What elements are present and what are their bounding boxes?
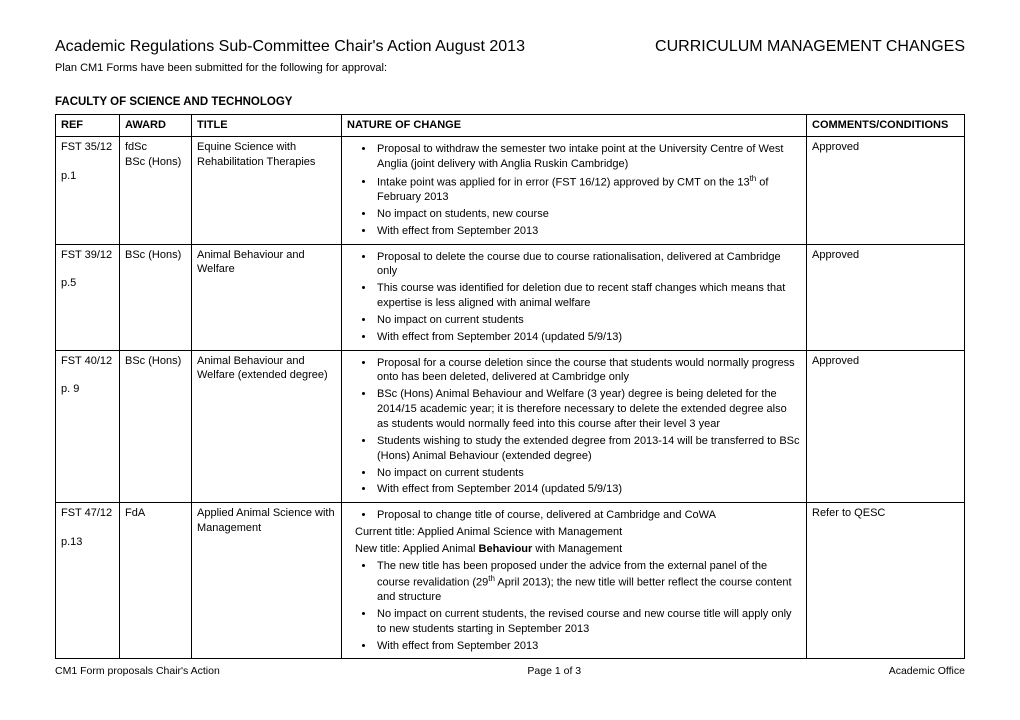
bullet-item: No impact on current students, the revis… <box>375 607 801 637</box>
bullet-item: BSc (Hons) Animal Behaviour and Welfare … <box>375 387 801 432</box>
cell-ref: FST 47/12p.13 <box>56 503 120 659</box>
cell-nature: Proposal for a course deletion since the… <box>342 350 807 503</box>
intro-text: Plan CM1 Forms have been submitted for t… <box>55 62 965 74</box>
plain-line: New title: Applied Animal Behaviour with… <box>355 542 801 557</box>
bullet-item: Proposal to change title of course, deli… <box>375 508 801 523</box>
col-award: AWARD <box>120 115 192 137</box>
bullet-item: No impact on students, new course <box>375 207 801 222</box>
bullet-item: Proposal for a course deletion since the… <box>375 356 801 386</box>
bullet-item: With effect from September 2014 (updated… <box>375 482 801 497</box>
page-title-left: Academic Regulations Sub-Committee Chair… <box>55 38 525 56</box>
cell-ref: FST 35/12p.1 <box>56 136 120 244</box>
cell-ref: FST 39/12p.5 <box>56 244 120 350</box>
cell-comments: Refer to QESC <box>807 503 965 659</box>
plain-line: Current title: Applied Animal Science wi… <box>355 525 801 540</box>
cell-award: BSc (Hons) <box>120 244 192 350</box>
table-row: FST 35/12p.1fdScBSc (Hons)Equine Science… <box>56 136 965 244</box>
col-comments: COMMENTS/CONDITIONS <box>807 115 965 137</box>
bullet-item: With effect from September 2013 <box>375 224 801 239</box>
bullet-item: Proposal to delete the course due to cou… <box>375 250 801 280</box>
bullet-item: Students wishing to study the extended d… <box>375 434 801 464</box>
footer-center: Page 1 of 3 <box>527 665 581 677</box>
cell-title: Animal Behaviour and Welfare (extended d… <box>192 350 342 503</box>
cell-title: Applied Animal Science with Management <box>192 503 342 659</box>
bullet-item: Intake point was applied for in error (F… <box>375 174 801 205</box>
bullet-item: Proposal to withdraw the semester two in… <box>375 142 801 172</box>
changes-table: REF AWARD TITLE NATURE OF CHANGE COMMENT… <box>55 114 965 659</box>
page-title-right: CURRICULUM MANAGEMENT CHANGES <box>655 38 965 56</box>
cell-title: Equine Science with Rehabilitation Thera… <box>192 136 342 244</box>
bullet-item: This course was identified for deletion … <box>375 281 801 311</box>
cell-award: fdScBSc (Hons) <box>120 136 192 244</box>
cell-award: BSc (Hons) <box>120 350 192 503</box>
table-header-row: REF AWARD TITLE NATURE OF CHANGE COMMENT… <box>56 115 965 137</box>
table-row: FST 39/12p.5BSc (Hons)Animal Behaviour a… <box>56 244 965 350</box>
cell-award: FdA <box>120 503 192 659</box>
table-row: FST 40/12p. 9BSc (Hons)Animal Behaviour … <box>56 350 965 503</box>
cell-ref: FST 40/12p. 9 <box>56 350 120 503</box>
bullet-item: With effect from September 2014 (updated… <box>375 330 801 345</box>
page-footer: CM1 Form proposals Chair's Action Page 1… <box>55 665 965 677</box>
cell-title: Animal Behaviour and Welfare <box>192 244 342 350</box>
cell-comments: Approved <box>807 350 965 503</box>
cell-nature: Proposal to withdraw the semester two in… <box>342 136 807 244</box>
col-title: TITLE <box>192 115 342 137</box>
footer-right: Academic Office <box>889 665 965 677</box>
cell-nature: Proposal to change title of course, deli… <box>342 503 807 659</box>
col-ref: REF <box>56 115 120 137</box>
table-row: FST 47/12p.13FdAApplied Animal Science w… <box>56 503 965 659</box>
cell-comments: Approved <box>807 136 965 244</box>
cell-comments: Approved <box>807 244 965 350</box>
bullet-item: No impact on current students <box>375 466 801 481</box>
footer-left: CM1 Form proposals Chair's Action <box>55 665 220 677</box>
faculty-heading: FACULTY OF SCIENCE AND TECHNOLOGY <box>55 96 965 108</box>
col-nature: NATURE OF CHANGE <box>342 115 807 137</box>
bullet-item: No impact on current students <box>375 313 801 328</box>
bullet-item: The new title has been proposed under th… <box>375 559 801 605</box>
cell-nature: Proposal to delete the course due to cou… <box>342 244 807 350</box>
bullet-item: With effect from September 2013 <box>375 639 801 654</box>
